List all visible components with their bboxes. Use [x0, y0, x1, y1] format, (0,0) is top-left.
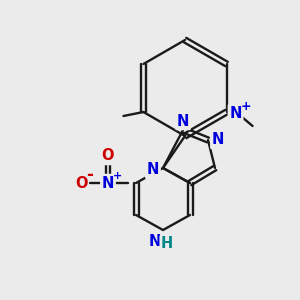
Text: N: N: [102, 176, 114, 190]
Text: O: O: [102, 148, 114, 164]
Text: O: O: [75, 176, 87, 190]
Text: N: N: [149, 235, 161, 250]
Text: N: N: [147, 163, 159, 178]
Text: H: H: [161, 236, 173, 251]
Text: N: N: [177, 113, 189, 128]
Text: -: -: [87, 166, 93, 184]
Text: +: +: [112, 171, 122, 181]
Text: N: N: [212, 133, 224, 148]
Text: +: +: [240, 100, 251, 113]
Text: N: N: [230, 106, 242, 121]
